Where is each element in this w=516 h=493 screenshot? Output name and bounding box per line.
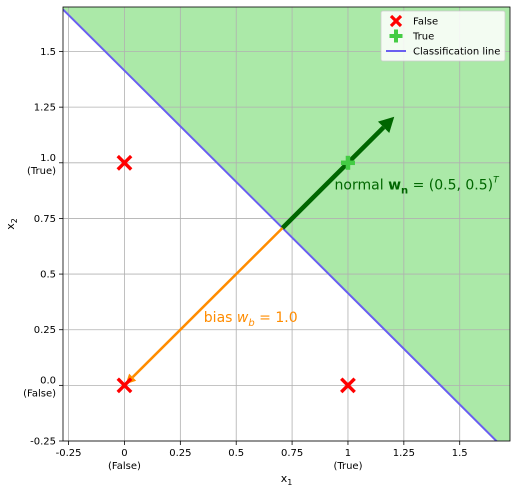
x-axis-label-main: x [281,472,288,485]
y-axis-label-main: x [4,223,17,230]
classification-line-path [63,8,498,441]
y-tick-label: 1.25 [34,103,56,114]
normal-vector-arrow-shaft [280,125,386,230]
legend-true-marker [394,29,398,43]
y-tick-label: 0.5 [40,270,56,281]
y-tick-label: 1.5 [40,47,56,58]
bias-label-math-sub: b [248,318,254,329]
bias-label-suffix: = 1.0 [255,310,298,326]
y-tick-label: 0.25 [34,325,56,336]
normal-vector-label: normal wn = (0.5, 0.5)T [335,176,501,197]
y-tick-label: -0.25 [30,437,56,448]
annotations: normal wn = (0.5, 0.5)T bias wb = 1.0 [204,176,500,329]
x-tick-label: 0.75 [281,448,303,459]
legend: False True Classification line [380,10,506,62]
false-point [340,377,356,394]
normal-label-math-sub: n [401,186,408,197]
normal-label-sup: T [493,176,500,186]
y-tick-label: 1.0 [40,153,56,164]
false-point [116,154,133,171]
normal-vector-arrow-head [377,116,395,133]
x-tick-sublabel: (False) [108,461,141,472]
x-tick-label: 1 [345,448,351,459]
x-axis-label: x1 [281,472,293,487]
bias-vector-label: bias wb = 1.0 [204,310,298,329]
legend-label: True [412,32,434,43]
x-tick-label: -0.25 [56,448,82,459]
bias-label-prefix: bias [204,310,237,326]
x-axis-ticks: -0.25 0 (False) 0.25 0.5 0.75 1 (True) 1.25 1.5 [56,441,468,472]
bias-label-math: w [237,310,249,326]
legend-entry: False [389,14,438,28]
false-point-stroke-b [116,154,133,171]
normal-label-math: w [388,178,401,194]
y-tick-label: 0.75 [34,214,56,225]
legend-label: False [413,17,438,28]
x-tick-label: 1.5 [452,448,468,459]
y-axis-label: x2 [4,218,19,230]
legend-false-marker [389,14,403,28]
y-tick-label: 0.0 [40,375,56,386]
plot-frame [62,6,511,442]
true-point-v [345,155,351,170]
x-tick-label: 0.25 [169,448,191,459]
plot-frame-rect [62,6,511,442]
legend-entry: True [389,29,434,43]
y-axis-ticks: -0.25 0.0 (False) 0.25 0.5 0.75 1.0 (True) 1.25 1… [23,47,63,448]
normal-label-prefix: normal [335,178,389,194]
y-axis-label-sub: 2 [10,218,19,223]
x-tick-sublabel: (True) [333,461,362,472]
bias-vector-arrow-shaft [131,227,284,379]
classification-line [63,8,498,441]
x-tick-label: 0 [121,448,127,459]
y-tick-sublabel: (False) [23,388,56,399]
false-point [116,377,133,394]
x-tick-label: 1.25 [393,448,415,459]
legend-label: Classification line [413,47,500,58]
legend-entry: Classification line [386,47,500,58]
normal-label-suffix: = (0.5, 0.5) [408,178,493,194]
y-tick-sublabel: (True) [27,166,56,177]
true-point [340,155,355,170]
data-points [116,154,356,394]
x-axis-label-sub: 1 [287,478,292,487]
legend-box [380,10,506,62]
false-point-stroke-b [116,377,133,394]
false-point-stroke-b [340,377,356,394]
normal-vector-arrow [280,116,395,230]
x-tick-label: 0.5 [228,448,244,459]
